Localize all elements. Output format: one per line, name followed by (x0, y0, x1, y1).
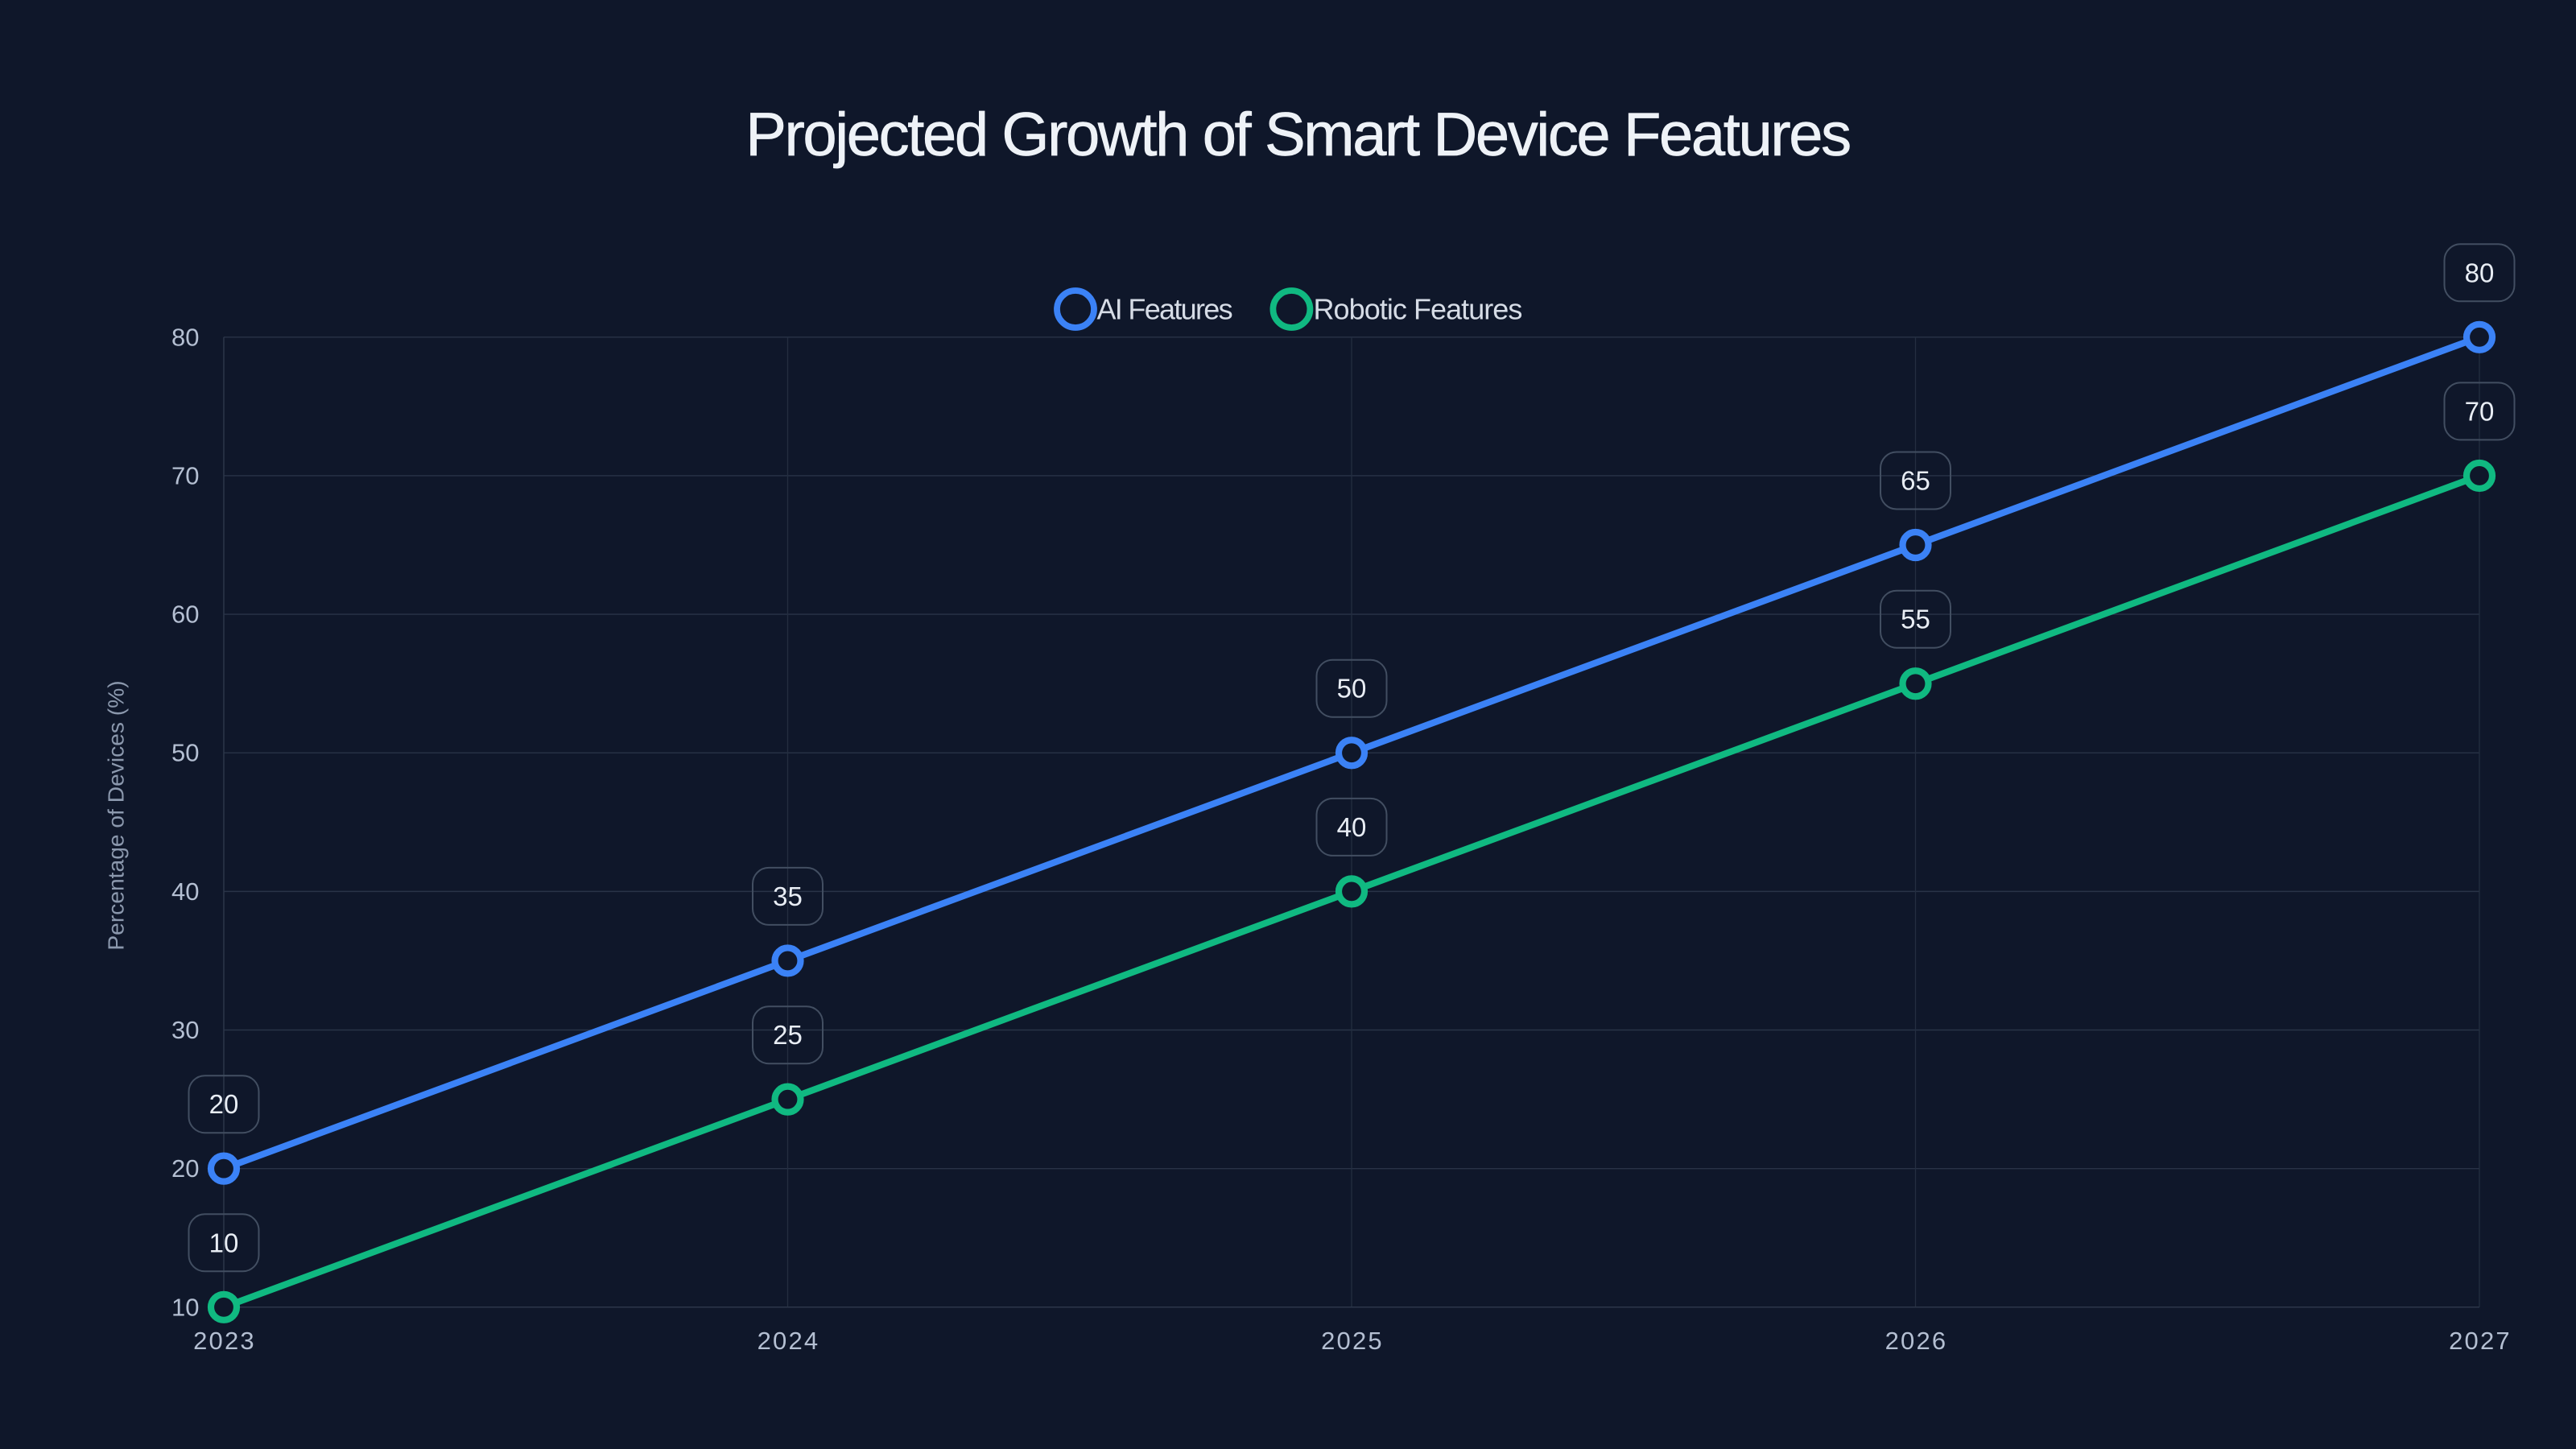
svg-text:2025: 2025 (1321, 1327, 1384, 1355)
svg-text:2023: 2023 (193, 1327, 256, 1355)
svg-text:10: 10 (171, 1293, 199, 1321)
svg-text:Percentage of Devices (%): Percentage of Devices (%) (103, 680, 129, 950)
svg-text:65: 65 (1901, 466, 1930, 496)
svg-text:AI Features: AI Features (1097, 293, 1232, 326)
svg-text:30: 30 (171, 1016, 199, 1044)
svg-text:50: 50 (171, 739, 199, 767)
svg-text:25: 25 (773, 1020, 803, 1050)
svg-text:80: 80 (2465, 258, 2495, 287)
svg-text:70: 70 (171, 461, 199, 489)
svg-text:2026: 2026 (1885, 1327, 1948, 1355)
svg-text:2027: 2027 (2449, 1327, 2512, 1355)
svg-text:20: 20 (209, 1089, 239, 1119)
svg-text:20: 20 (171, 1154, 199, 1183)
svg-text:10: 10 (209, 1228, 239, 1257)
svg-text:Robotic Features: Robotic Features (1314, 293, 1522, 326)
svg-text:70: 70 (2465, 396, 2495, 426)
svg-text:Projected Growth of Smart Devi: Projected Growth of Smart Device Feature… (745, 101, 1850, 169)
svg-text:50: 50 (1337, 674, 1367, 704)
svg-text:2024: 2024 (758, 1327, 820, 1355)
svg-text:40: 40 (1337, 812, 1367, 842)
svg-text:55: 55 (1901, 605, 1930, 634)
svg-text:80: 80 (171, 323, 199, 351)
svg-text:60: 60 (171, 601, 199, 629)
svg-text:35: 35 (773, 881, 803, 911)
svg-text:40: 40 (171, 877, 199, 906)
